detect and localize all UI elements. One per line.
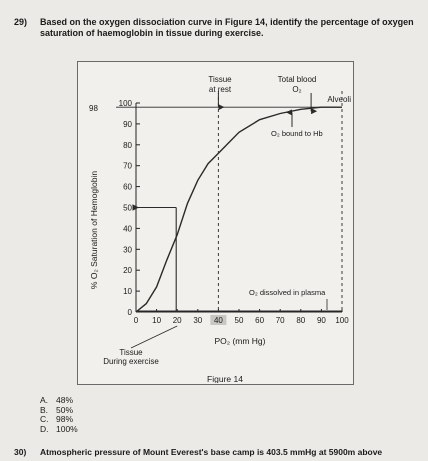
question-29-figure-ref: Figure 14: [225, 17, 266, 27]
question-30-number: 30): [14, 447, 27, 457]
series-layer: [116, 91, 343, 349]
annotation-tissue-exercise-line1: Tissue: [119, 348, 143, 357]
annotation-alveoli: Alveoli: [327, 95, 351, 104]
y-tick-label-10: 10: [123, 287, 132, 296]
answer-option-d[interactable]: D. 100%: [40, 423, 78, 434]
annotation-layer: Tissue at rest Total blood O₂ Alveoli 98…: [89, 75, 351, 383]
y-tick-label-50: 50: [123, 204, 132, 213]
x-tick-highlight-box: [210, 315, 227, 325]
annotation-total-blood: Total blood: [278, 75, 317, 84]
axes-layer: 0 10 20 30 40 50 60 70 80 90 100 0 10 20 30 40 50 60 70 80 9…: [119, 99, 349, 325]
series-bound-to-hb: [135, 106, 342, 313]
x-tick-label-0: 0: [134, 316, 139, 325]
x-tick-label-10: 10: [152, 316, 161, 325]
figure-frame: [77, 61, 354, 385]
y-tick-label-40: 40: [123, 224, 132, 233]
annotation-bound-to-hb: O₂ bound to Hb: [271, 129, 323, 138]
question-29-text-part2: , identify the percentage of oxygen satu…: [40, 17, 414, 38]
x-axis-label: PO₂ (mm Hg): [215, 336, 266, 346]
question-29-text: Based on the oxygen dissociation curve i…: [40, 17, 425, 39]
x-tick-label-80: 80: [296, 316, 305, 325]
answer-option-a[interactable]: A. 48%: [40, 395, 74, 405]
question-30-text: Atmospheric pressure of Mount Everest's …: [40, 447, 383, 457]
x-tick-label-50: 50: [235, 316, 244, 325]
y-axis-label: % O₂ Saturation of Hemoglobin: [89, 171, 99, 289]
y-tick-label-60: 60: [123, 183, 132, 192]
y-tick-label-100: 100: [119, 99, 133, 108]
y-tick-label-30: 30: [123, 245, 132, 254]
figure-caption: Figure 14: [207, 374, 243, 383]
annotation-98: 98: [89, 104, 98, 113]
y-tick-label-0: 0: [128, 308, 133, 317]
annotation-dissolved-plasma: O₂ dissolved in plasma: [249, 288, 326, 297]
x-tick-label-100: 100: [335, 316, 349, 325]
question-30: 30) Atmospheric pressure of Mount Everest…: [14, 447, 428, 457]
oxygen-dissociation-chart: 0 10 20 30 40 50 60 70 80 90 100 0 10 20 30 40 50 60 70 80 9…: [89, 75, 351, 383]
answer-option-b[interactable]: B. 50%: [40, 404, 74, 415]
exercise-pointer: [130, 325, 178, 349]
question-29-text-part1: Based on the oxygen dissociation curve i…: [40, 17, 226, 27]
annotation-tissue-rest-line1: Tissue: [208, 75, 232, 84]
x-tick-label-30: 30: [193, 316, 202, 325]
annotation-tissue-exercise-line2: During exercise: [103, 357, 159, 366]
y-tick-label-70: 70: [123, 162, 132, 171]
x-tick-label-40: 40: [214, 316, 223, 325]
annotation-o2-symbol: O₂: [292, 85, 301, 94]
x-tick-label-70: 70: [276, 316, 285, 325]
answer-option-c[interactable]: C. 98%: [40, 414, 74, 424]
x-tick-label-20: 20: [173, 316, 182, 325]
y-tick-label-80: 80: [123, 141, 132, 150]
y-tick-label-20: 20: [123, 266, 132, 275]
x-tick-label-60: 60: [255, 316, 264, 325]
annotation-tissue-rest-line2: at rest: [209, 85, 232, 94]
question-29-number: 29): [14, 17, 28, 27]
y-tick-label-90: 90: [123, 120, 132, 129]
x-tick-label-90: 90: [317, 316, 326, 325]
answer-options: A. 48% B. 50% C. 98% D. 100%: [40, 395, 78, 434]
